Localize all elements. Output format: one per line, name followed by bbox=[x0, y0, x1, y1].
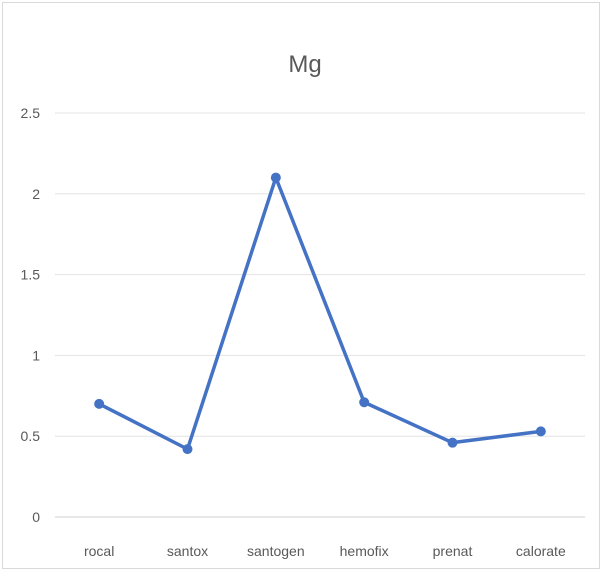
y-tick-label: 1.5 bbox=[21, 267, 41, 283]
data-points bbox=[94, 172, 546, 455]
gridlines bbox=[55, 112, 585, 518]
x-axis-ticks: rocal santox santogen hemofix prenat calorate bbox=[84, 543, 566, 559]
y-tick-label: 0.5 bbox=[21, 428, 41, 444]
data-point-santox bbox=[182, 444, 193, 455]
x-tick-label: prenat bbox=[433, 543, 473, 559]
data-point-calorate bbox=[535, 426, 546, 437]
series-line bbox=[97, 175, 543, 451]
data-point-santogen bbox=[270, 172, 281, 183]
x-tick-label: santox bbox=[167, 543, 208, 559]
x-tick-label: rocal bbox=[84, 543, 114, 559]
y-tick-label: 2 bbox=[32, 186, 40, 202]
x-tick-label: calorate bbox=[516, 543, 566, 559]
data-point-hemofix bbox=[359, 397, 370, 408]
y-tick-label: 0 bbox=[32, 509, 40, 525]
y-tick-label: 2.5 bbox=[21, 105, 41, 121]
chart-title: Mg bbox=[288, 51, 321, 78]
x-tick-label: santogen bbox=[247, 543, 305, 559]
data-point-rocal bbox=[94, 398, 105, 409]
x-tick-label: hemofix bbox=[340, 543, 389, 559]
series-line-path bbox=[97, 175, 543, 451]
y-tick-label: 1 bbox=[32, 347, 40, 363]
data-point-prenat bbox=[447, 437, 458, 448]
y-axis-ticks: 0 0.5 1 1.5 2 2.5 bbox=[21, 105, 41, 525]
